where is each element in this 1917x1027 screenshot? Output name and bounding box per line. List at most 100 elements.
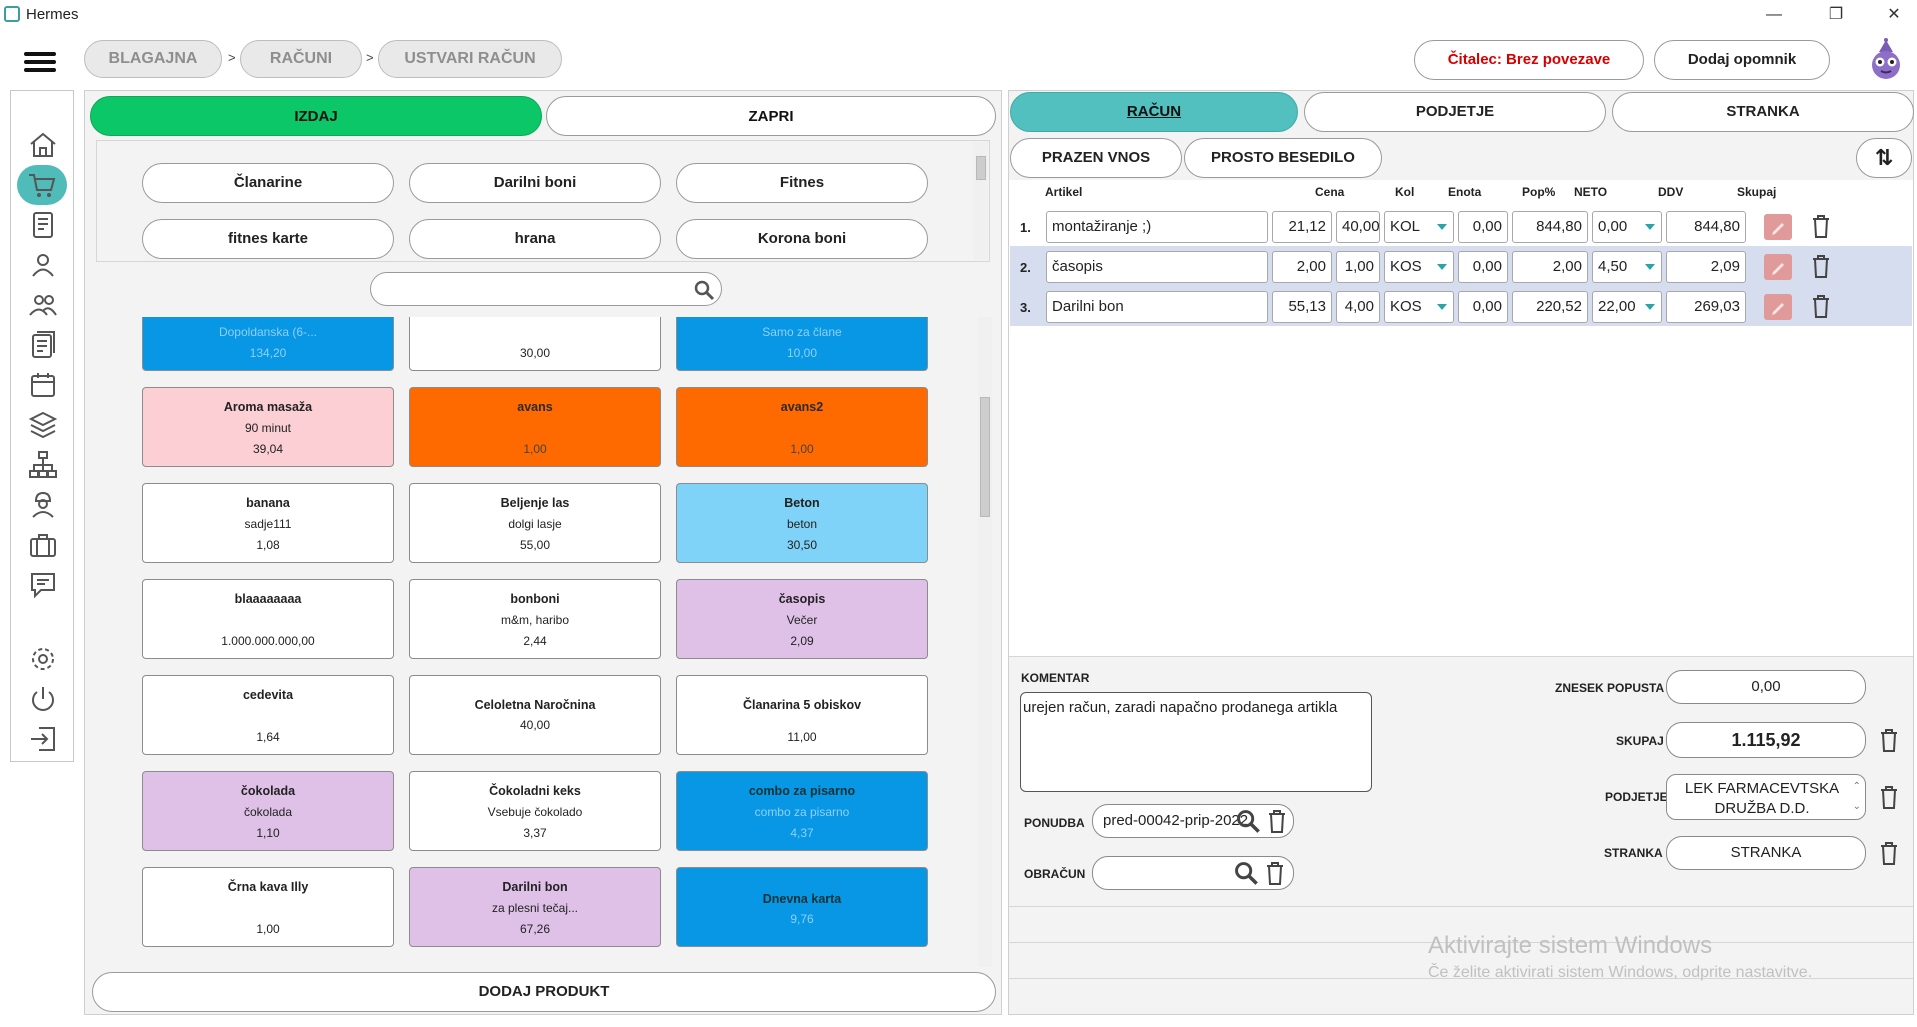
cell-net[interactable]: 2,00	[1512, 251, 1588, 283]
invoice-row[interactable]: 1. montažiranje ;) 21,12 40,00 KOL 0,00 844,80…	[1010, 206, 1912, 246]
chat-icon[interactable]	[27, 569, 59, 601]
briefcase-icon[interactable]	[27, 529, 59, 561]
cell-disc[interactable]: 0,00	[1458, 211, 1508, 243]
calc-search-icon[interactable]	[1233, 860, 1259, 886]
product-card[interactable]: avans 1,00	[409, 387, 661, 467]
cell-price[interactable]: 21,12	[1272, 211, 1332, 243]
product-card[interactable]: cedevita 1,64	[142, 675, 394, 755]
edit-icon[interactable]	[1764, 294, 1792, 320]
cell-vat[interactable]: 4,50	[1592, 251, 1662, 283]
tab-company[interactable]: PODJETJE	[1304, 92, 1606, 132]
cell-vat[interactable]: 0,00	[1592, 211, 1662, 243]
cell-disc[interactable]: 0,00	[1458, 291, 1508, 323]
product-card[interactable]: časopis Večer 2,09	[676, 579, 928, 659]
search-icon[interactable]	[693, 279, 715, 301]
cell-unit[interactable]: KOS	[1384, 251, 1454, 283]
power-icon[interactable]	[27, 683, 59, 715]
customer-trash-icon[interactable]	[1878, 840, 1900, 866]
category-button[interactable]: hrana	[409, 219, 661, 259]
documents-icon[interactable]	[27, 329, 59, 361]
home-icon[interactable]	[27, 129, 59, 161]
product-card[interactable]: Beton beton 30,50	[676, 483, 928, 563]
delete-row-icon[interactable]	[1810, 293, 1832, 319]
calendar-icon[interactable]	[27, 369, 59, 401]
tab-invoice[interactable]: RAČUN	[1010, 92, 1298, 132]
chevron-down-icon[interactable]	[1437, 224, 1447, 230]
empty-entry-button[interactable]: PRAZEN VNOS	[1010, 138, 1182, 178]
cell-unit[interactable]: KOL	[1384, 211, 1454, 243]
cell-unit[interactable]: KOS	[1384, 291, 1454, 323]
offer-trash-icon[interactable]	[1266, 808, 1288, 834]
product-search-field[interactable]	[383, 277, 683, 301]
product-card[interactable]: Črna kava Illy 1,00	[142, 867, 394, 947]
invoice-row[interactable]: 2. časopis 2,00 1,00 KOS 0,00 2,00 4,50 2,09	[1010, 246, 1912, 286]
gear-icon[interactable]	[27, 643, 59, 675]
cell-qty[interactable]: 4,00	[1336, 291, 1380, 323]
product-card[interactable]: banana sadje111 1,08	[142, 483, 394, 563]
minimize-button[interactable]: —	[1766, 6, 1782, 23]
cell-article[interactable]: Darilni bon	[1046, 291, 1268, 323]
delete-row-icon[interactable]	[1810, 213, 1832, 239]
product-card[interactable]: Celoletna Naročnina 40,00	[409, 675, 661, 755]
product-card[interactable]: Članarina 5 obiskov 11,00	[676, 675, 928, 755]
cart-icon-highlight[interactable]	[17, 165, 67, 205]
product-card[interactable]: čokolada čokolada 1,10	[142, 771, 394, 851]
reader-status-button[interactable]: Čitalec: Brez povezave	[1414, 40, 1644, 80]
company-field[interactable]: LEK FARMACEVTSKA DRUŽBA D.D. ⌃ ⌄	[1666, 774, 1866, 820]
category-button[interactable]: Darilni boni	[409, 163, 661, 203]
chevron-down-icon[interactable]	[1645, 304, 1655, 310]
product-scrollbar[interactable]	[978, 317, 992, 967]
calc-trash-icon[interactable]	[1264, 860, 1286, 886]
product-search-input[interactable]	[370, 272, 722, 306]
customer-field[interactable]: STRANKA	[1666, 836, 1866, 870]
product-card[interactable]: Dnevna karta 9,76	[676, 867, 928, 947]
total-trash-icon[interactable]	[1878, 727, 1900, 753]
delete-row-icon[interactable]	[1810, 253, 1832, 279]
cell-net[interactable]: 844,80	[1512, 211, 1588, 243]
chevron-down-icon[interactable]	[1437, 304, 1447, 310]
menu-icon[interactable]	[20, 46, 60, 76]
cell-net[interactable]: 220,52	[1512, 291, 1588, 323]
product-card[interactable]: Beljenje las dolgi lasje 55,00	[409, 483, 661, 563]
product-card[interactable]: Čokoladni keks Vsebuje čokolado 3,37	[409, 771, 661, 851]
layers-icon[interactable]	[27, 409, 59, 441]
cell-total[interactable]: 269,03	[1666, 291, 1746, 323]
avatar[interactable]	[1866, 38, 1906, 80]
cell-total[interactable]: 844,80	[1666, 211, 1746, 243]
worker-icon[interactable]	[27, 489, 59, 521]
category-button[interactable]: Korona boni	[676, 219, 928, 259]
tab-customer[interactable]: STRANKA	[1612, 92, 1914, 132]
cell-article[interactable]: montažiranje ;)	[1046, 211, 1268, 243]
product-card[interactable]: combo za pisarno combo za pisarno 4,37	[676, 771, 928, 851]
product-card[interactable]: blaaaaaaaa 1.000.000.000,00	[142, 579, 394, 659]
edit-icon[interactable]	[1764, 214, 1792, 240]
category-button[interactable]: Fitnes	[676, 163, 928, 203]
product-card[interactable]: 3 - mesečna vezava 30,00	[409, 317, 661, 371]
product-card[interactable]: bonboni m&m, haribo 2,44	[409, 579, 661, 659]
product-card[interactable]: avans2 1,00	[676, 387, 928, 467]
category-button[interactable]: fitnes karte	[142, 219, 394, 259]
breadcrumb-ustvari-racun[interactable]: USTVARI RAČUN	[378, 40, 562, 78]
invoice-row[interactable]: 3. Darilni bon 55,13 4,00 KOS 0,00 220,52 22,00…	[1010, 286, 1912, 326]
product-card[interactable]: Aroma masaža 90 minut 39,04	[142, 387, 394, 467]
comment-textarea[interactable]: urejen račun, zaradi napačno prodanega a…	[1020, 692, 1372, 792]
cell-price[interactable]: 55,13	[1272, 291, 1332, 323]
cell-qty[interactable]: 1,00	[1336, 251, 1380, 283]
category-button[interactable]: Članarine	[142, 163, 394, 203]
offer-search-icon[interactable]	[1235, 808, 1261, 834]
sort-icon[interactable]: ⇅	[1856, 138, 1912, 178]
product-card[interactable]: Darilni bon za plesni tečaj... 67,26	[409, 867, 661, 947]
tab-issue[interactable]: IZDAJ	[90, 96, 542, 136]
chevron-down-icon[interactable]	[1645, 224, 1655, 230]
cell-article[interactable]: časopis	[1046, 251, 1268, 283]
maximize-button[interactable]: ❐	[1828, 6, 1844, 23]
users-icon[interactable]	[27, 289, 59, 321]
category-scrollbar[interactable]	[974, 142, 988, 260]
cell-vat[interactable]: 22,00	[1592, 291, 1662, 323]
add-product-button[interactable]: DODAJ PRODUKT	[92, 972, 996, 1012]
offer-field[interactable]: pred-00042-prip-2022	[1092, 804, 1294, 838]
calc-field[interactable]	[1092, 856, 1294, 890]
chevron-down-icon[interactable]	[1437, 264, 1447, 270]
network-icon[interactable]	[27, 449, 59, 481]
company-trash-icon[interactable]	[1878, 784, 1900, 810]
